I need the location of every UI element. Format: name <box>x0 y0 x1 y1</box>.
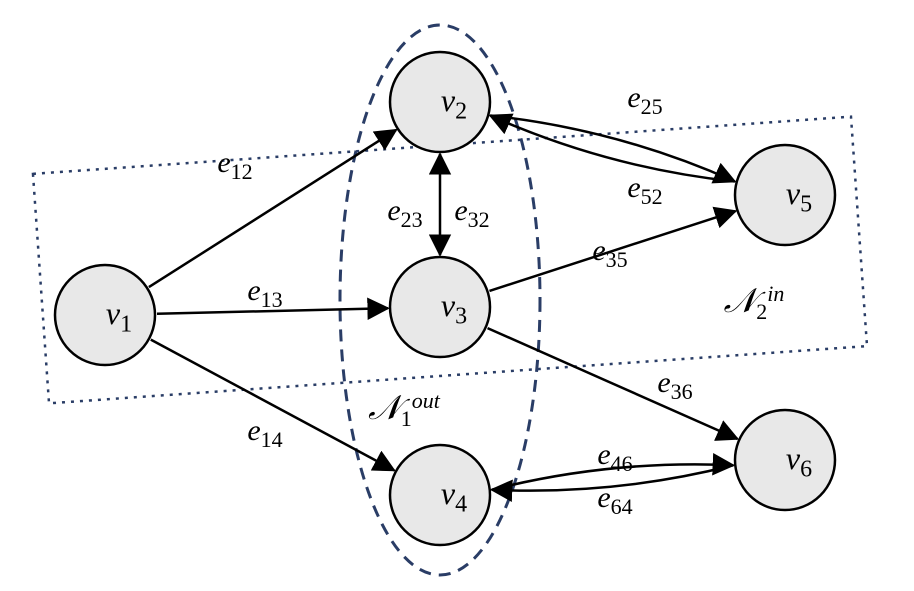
edge-label-v3-v6: e36 <box>605 366 745 416</box>
node-label-v1: v1 <box>49 295 189 345</box>
edge-label-v1-v3: e13 <box>195 274 335 324</box>
edge-label-v3-v5: e35 <box>540 234 680 284</box>
node-label-v6: v6 <box>729 440 869 490</box>
edge-label-v1-v4: e14 <box>195 414 335 464</box>
edge-label-v6-v4: e64 <box>545 481 685 531</box>
group-label-N1out: 𝒩1out <box>334 388 474 438</box>
edge-label-v2-v5: e25 <box>575 81 715 131</box>
edge-label-v1-v2: e12 <box>165 146 305 196</box>
group-label-N2in: 𝒩2in <box>684 281 824 331</box>
edge-label-v3-v2: e32 <box>402 194 542 244</box>
node-label-v5: v5 <box>729 175 869 225</box>
node-label-v2: v2 <box>384 82 524 132</box>
node-label-v4: v4 <box>384 475 524 525</box>
edge-label-v5-v2: e52 <box>575 171 715 221</box>
node-label-v3: v3 <box>384 287 524 337</box>
graph-diagram: v1v2v3v4v5v6e12e13e14e23e32e25e52e35e36e… <box>0 0 914 591</box>
